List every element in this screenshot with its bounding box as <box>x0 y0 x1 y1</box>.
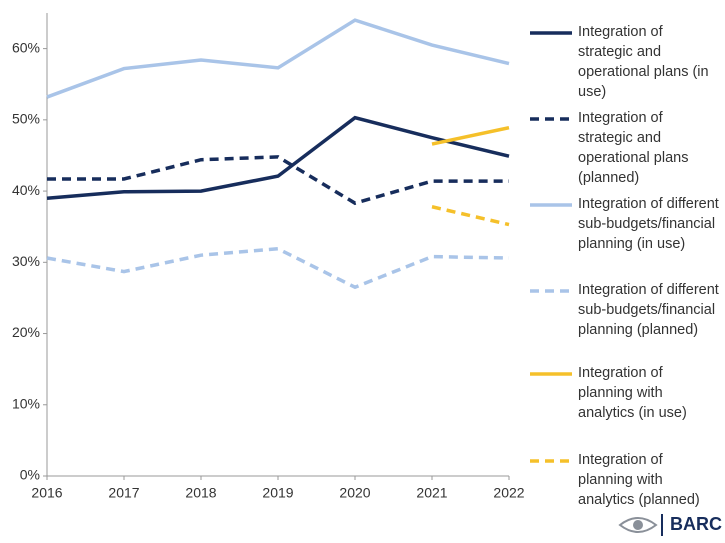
series-line <box>431 205 510 227</box>
logo-text: BARC <box>670 514 722 534</box>
x-tick-label: 2018 <box>185 485 216 501</box>
x-tick-label: 2016 <box>31 485 62 501</box>
x-tick-label: 2019 <box>262 485 293 501</box>
legend-label: Integration of different sub-budgets/fin… <box>578 196 719 252</box>
y-tick-label: 40% <box>12 182 40 198</box>
legend-label: Integration of strategic and operational… <box>578 110 689 186</box>
x-tick-label: 2017 <box>108 485 139 501</box>
legend-label: Integration of strategic and operational… <box>578 24 709 100</box>
legend-label: Integration of planning with analytics (… <box>578 452 700 508</box>
series-line <box>46 18 510 99</box>
series-line <box>46 115 510 200</box>
series-line <box>431 125 510 146</box>
x-tick-label: 2021 <box>416 485 447 501</box>
y-tick-label: 10% <box>12 395 40 411</box>
y-tick-label: 20% <box>12 324 40 340</box>
logo-icon <box>618 514 663 536</box>
series-line <box>47 155 509 206</box>
series-line <box>46 246 510 290</box>
y-tick-label: 0% <box>20 467 40 483</box>
x-tick-label: 2022 <box>493 485 524 501</box>
y-tick-label: 30% <box>12 253 40 269</box>
x-tick-label: 2020 <box>339 485 370 501</box>
y-tick-label: 50% <box>12 111 40 127</box>
legend-label: Integration of planning with analytics (… <box>578 365 687 421</box>
legend-label: Integration of different sub-budgets/fin… <box>578 282 719 338</box>
y-tick-label: 60% <box>12 39 40 55</box>
